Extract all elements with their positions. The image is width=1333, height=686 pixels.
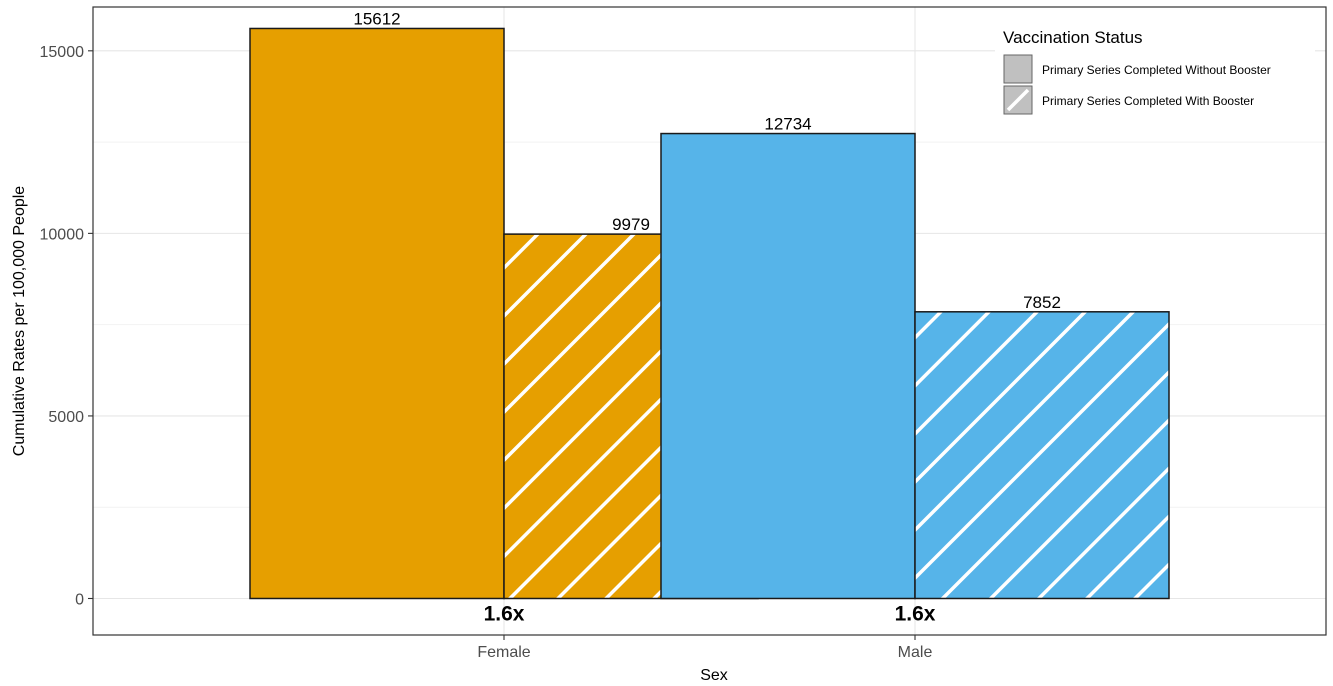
legend-item-with-booster: Primary Series Completed With Booster — [1003, 85, 1254, 115]
bar-outline-male-series-1 — [914, 311, 1170, 600]
y-tick-label: 15000 — [40, 44, 85, 61]
legend-key-solid — [1003, 54, 1033, 84]
bar-value-label: 9979 — [612, 215, 650, 234]
legend-label-without-booster: Primary Series Completed Without Booster — [1042, 63, 1271, 77]
bar-female-series-0 — [250, 28, 504, 599]
y-axis: 0 5000 10000 15000 — [40, 44, 93, 608]
y-tick-label: 10000 — [40, 226, 85, 243]
bar-value-label: 15612 — [353, 9, 400, 28]
x-axis: Female Male — [477, 635, 932, 661]
bar-hatch-male — [915, 311, 1169, 599]
bar-value-label: 7852 — [1023, 293, 1061, 312]
x-tick-label-male: Male — [898, 644, 933, 661]
ratio-labels: 1.6x 1.6x — [484, 602, 936, 625]
bars-layer — [249, 27, 1170, 600]
y-tick-label: 0 — [75, 591, 84, 608]
legend: Vaccination Status Primary Series Comple… — [995, 20, 1315, 124]
bar-value-label: 12734 — [764, 115, 811, 134]
x-axis-title: Sex — [700, 667, 728, 684]
bar-value-labels: 15612 9979 12734 7852 — [353, 9, 1061, 311]
legend-hatch-line — [1006, 88, 1030, 112]
legend-title: Vaccination Status — [1003, 28, 1143, 47]
plot-border — [92, 6, 1327, 636]
ratio-label-female: 1.6x — [484, 602, 525, 625]
legend-item-without-booster: Primary Series Completed Without Booster — [1003, 54, 1271, 84]
legend-background — [995, 20, 1315, 124]
bar-male-series-0 — [661, 133, 915, 599]
y-axis-title: Cumulative Rates per 100,000 People — [11, 186, 28, 456]
legend-label-with-booster: Primary Series Completed With Booster — [1042, 94, 1254, 108]
ratio-label-male: 1.6x — [895, 602, 936, 625]
x-tick-label-female: Female — [477, 644, 530, 661]
y-tick-label: 5000 — [48, 409, 84, 426]
